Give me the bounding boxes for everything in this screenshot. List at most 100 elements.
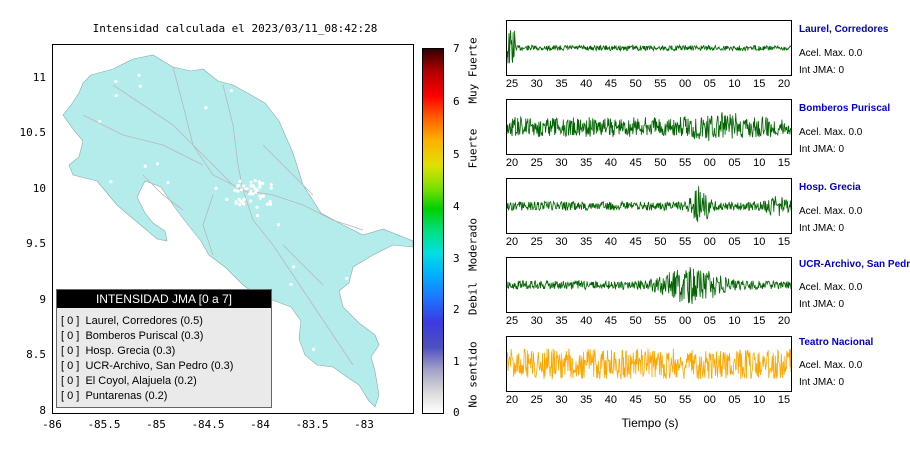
station-dot — [276, 223, 280, 227]
station-dot — [234, 201, 238, 205]
station-dot — [249, 199, 253, 203]
waveform-tick: 30 — [555, 157, 568, 169]
colorbar-word: No sentido — [466, 341, 480, 408]
waveform-tick: 15 — [753, 315, 766, 327]
colorbar-number: 1 — [453, 355, 460, 368]
colorbar-number: 2 — [453, 303, 460, 316]
station-dot — [292, 265, 296, 269]
station-accel: Acel. Max. 0.0 — [799, 48, 863, 59]
station-dot — [311, 347, 315, 351]
colorbar-word: Muy Fuerte — [466, 37, 480, 104]
station-dot — [238, 179, 242, 183]
colorbar-word: Debil — [466, 281, 480, 316]
station-accel: Acel. Max. 0.0 — [799, 282, 863, 293]
waveform-tick: 10 — [728, 315, 741, 327]
intensity-colorbar — [422, 48, 444, 414]
x-tick: -85.5 — [87, 418, 121, 431]
waveform-tick: 10 — [753, 236, 766, 248]
waveform-tick: 15 — [777, 394, 791, 406]
waveform-tick: 45 — [604, 315, 618, 327]
waveform-tick: 05 — [728, 157, 741, 169]
waveform-tick: 50 — [629, 78, 642, 90]
waveform-trace — [507, 185, 791, 223]
waveform-tick: 55 — [678, 157, 692, 169]
station-name: Bomberos Puriscal — [799, 103, 891, 114]
legend-title: INTENSIDAD JMA [0 a 7] — [57, 290, 271, 308]
colorbar-number: 4 — [453, 200, 460, 213]
y-tick: 8 — [39, 404, 46, 417]
waveform-tick: 30 — [530, 315, 543, 327]
station-int: Int JMA: 0 — [799, 299, 845, 310]
station-dot — [114, 79, 118, 83]
station-dot — [229, 89, 233, 93]
station-dot — [233, 188, 237, 192]
station-name: Hosp. Grecia — [799, 182, 861, 193]
y-tick: 9 — [39, 293, 46, 306]
station-accel: Acel. Max. 0.0 — [799, 360, 863, 371]
station-int: Int JMA: 0 — [799, 144, 845, 155]
waveform-tick: 00 — [703, 236, 716, 248]
x-tick: -84.5 — [191, 418, 225, 431]
legend-item: [ 0 ] Hosp. Grecia (0.3) — [61, 345, 176, 357]
waveform-tick: 50 — [654, 394, 667, 406]
waveform-tick: 25 — [505, 315, 519, 327]
station-name: Teatro Nacional — [799, 337, 874, 348]
waveform-tick: 05 — [728, 394, 741, 406]
station-name: UCR-Archivo, San Pedro — [799, 259, 910, 270]
y-tick: 8.5 — [26, 348, 46, 361]
waveform-tick: 20 — [505, 236, 519, 248]
station-dot — [269, 183, 273, 187]
waveform-tick: 55 — [678, 236, 692, 248]
waveform-trace — [507, 267, 791, 304]
legend-item: [ 0 ] Bomberos Puriscal (0.3) — [61, 330, 204, 342]
costa-rica-map — [62, 54, 413, 408]
waveform-tick: 35 — [555, 315, 568, 327]
station-dot — [268, 199, 272, 204]
station-dot — [253, 186, 257, 190]
y-tick: 10 — [32, 182, 46, 195]
waveform-tick: 20 — [505, 394, 519, 406]
station-dot — [255, 188, 259, 192]
land-shape — [62, 54, 413, 408]
station-dot — [240, 188, 244, 192]
y-tick: 10.5 — [19, 126, 47, 139]
waveform-panel[interactable] — [506, 257, 792, 313]
waveform-tick: 45 — [604, 78, 618, 90]
station-dot — [169, 219, 173, 224]
station-dot — [237, 197, 241, 201]
waveform-trace — [507, 112, 791, 142]
station-dot — [327, 117, 331, 121]
waveform-tick: 20 — [777, 78, 791, 90]
station-dot — [258, 196, 262, 200]
waveform-panel[interactable] — [506, 99, 792, 155]
colorbar-number: 6 — [453, 95, 460, 108]
station-dot — [266, 99, 270, 103]
waveform-tick: 45 — [629, 157, 642, 169]
station-dot — [312, 114, 316, 118]
station-dot — [269, 186, 273, 190]
x-tick: -85 — [146, 418, 166, 431]
waveform-tick: 15 — [753, 78, 766, 90]
waveform-tick: 10 — [728, 78, 741, 90]
station-dot — [238, 203, 242, 207]
station-dot — [269, 202, 273, 206]
station-dot — [265, 202, 269, 206]
station-dot — [342, 152, 346, 156]
waveform-panel[interactable] — [506, 20, 792, 76]
station-dot — [98, 119, 102, 123]
map-title: Intensidad calculada el 2023/03/11_08:42… — [92, 22, 378, 35]
waveform-tick: 25 — [530, 236, 543, 248]
station-dot — [99, 253, 103, 257]
x-tick: -83 — [354, 418, 374, 431]
station-dot — [230, 284, 234, 288]
waveform-tick: 00 — [703, 394, 716, 406]
station-dot — [253, 179, 257, 183]
waveform-trace — [507, 30, 791, 64]
waveform-tick: 00 — [678, 78, 692, 90]
station-int: Int JMA: 0 — [799, 377, 845, 388]
waveform-tick: 15 — [777, 236, 791, 248]
waveform-tick: 50 — [629, 315, 642, 327]
station-dot — [261, 194, 265, 198]
waveform-panel[interactable] — [506, 336, 792, 392]
waveform-panel[interactable] — [506, 178, 792, 234]
